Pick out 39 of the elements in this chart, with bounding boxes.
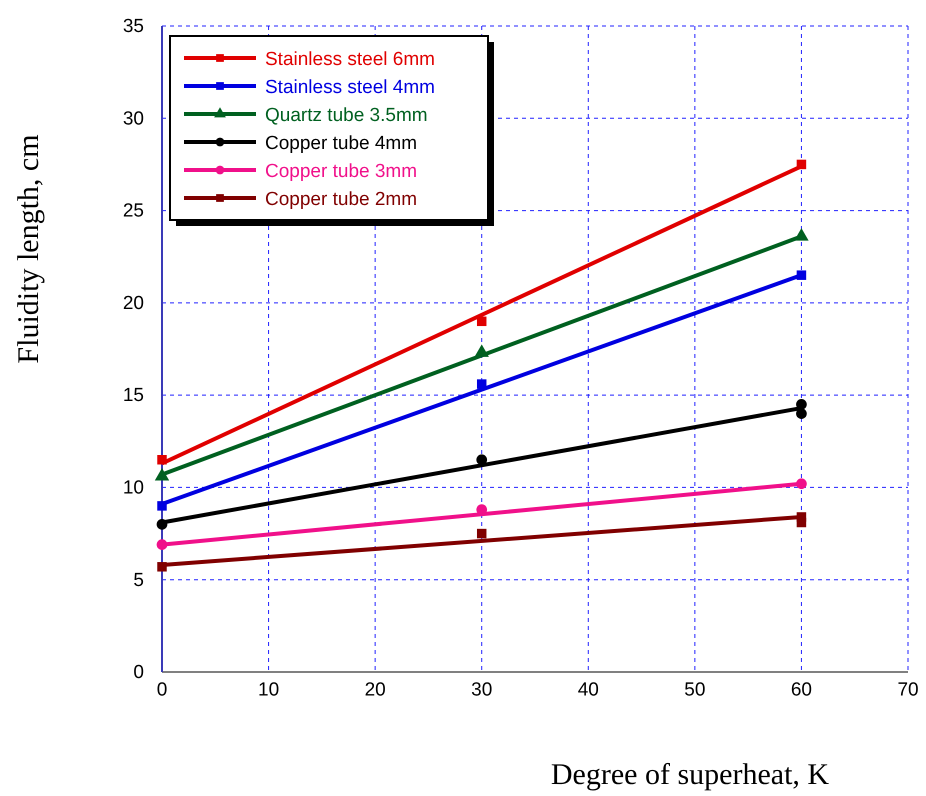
x-tick-label: 70: [897, 679, 919, 700]
legend-label: Copper tube 4mm: [265, 133, 418, 154]
legend-label: Copper tube 3mm: [265, 161, 418, 182]
point: [157, 501, 167, 511]
legend-label: Stainless steel 6mm: [265, 49, 436, 70]
y-tick-label: 20: [122, 292, 144, 314]
point: [476, 316, 486, 326]
y-tick-label: 35: [122, 16, 144, 38]
legend-label: Copper tube 2mm: [265, 189, 418, 210]
legend-label: Stainless steel 4mm: [265, 77, 436, 98]
point: [796, 270, 806, 280]
point: [796, 408, 807, 419]
point: [157, 562, 167, 572]
x-tick-label: 30: [471, 679, 492, 700]
point: [156, 519, 168, 530]
x-tick-label: 60: [790, 679, 812, 700]
y-tick-label: 10: [122, 478, 144, 499]
point: [476, 379, 486, 389]
y-tick-label: 0: [133, 662, 144, 684]
legend-label: Quartz tube 3.5mm: [265, 105, 428, 126]
point: [157, 455, 167, 464]
y-tick-label: 15: [122, 385, 144, 406]
x-tick-label: 0: [156, 679, 168, 700]
x-axis-title: Degree of superheat, K: [550, 758, 830, 791]
point: [796, 518, 806, 528]
y-tick-label: 5: [133, 570, 144, 591]
point: [796, 399, 807, 410]
y-axis-title: Fluidity length, cm: [12, 134, 45, 364]
point: [156, 539, 168, 550]
point: [796, 160, 806, 170]
x-tick-label: 20: [364, 679, 386, 700]
y-tick-label: 30: [122, 108, 144, 130]
point: [476, 528, 486, 538]
y-tick-label: 25: [122, 200, 144, 222]
point: [796, 478, 807, 490]
x-tick-label: 10: [258, 679, 280, 700]
x-tick-label: 50: [684, 679, 706, 700]
point: [476, 454, 488, 466]
x-tick-label: 40: [578, 679, 599, 700]
